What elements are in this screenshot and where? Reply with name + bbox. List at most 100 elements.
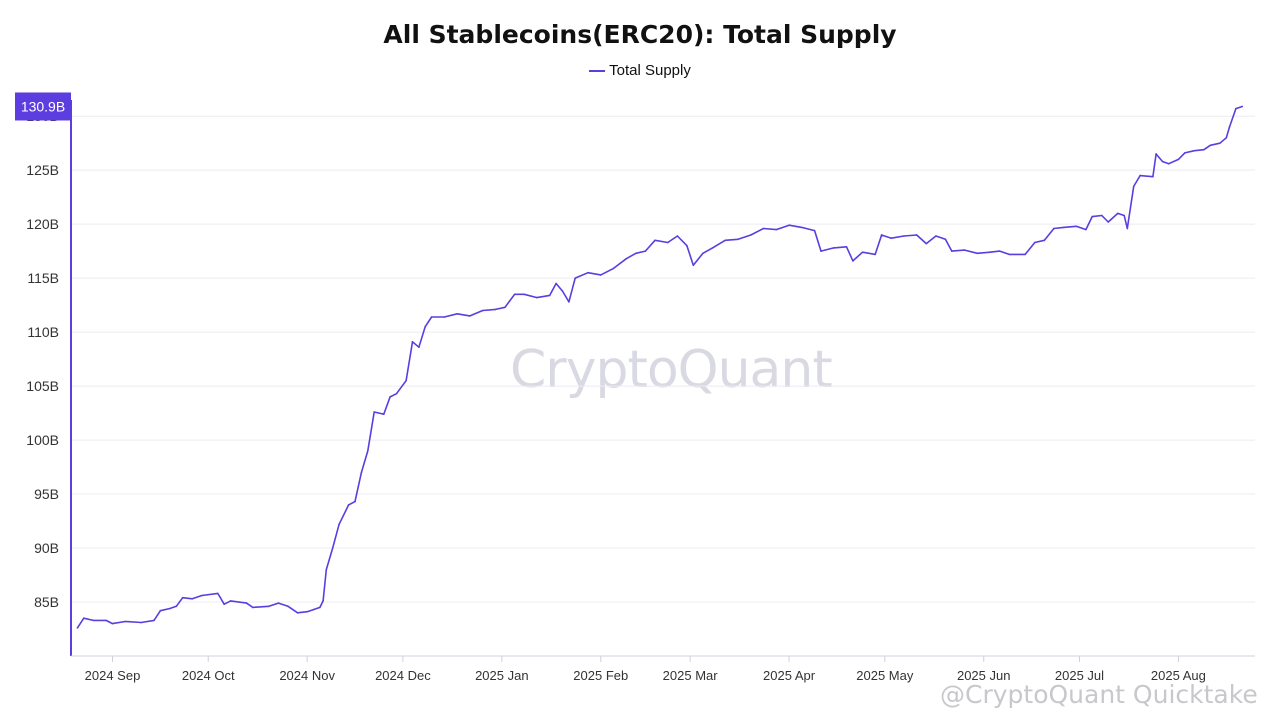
data-point: [76, 627, 79, 629]
data-point: [874, 253, 877, 256]
data-point: [762, 227, 765, 230]
data-point: [925, 242, 928, 245]
data-point: [568, 301, 570, 303]
data-point: [801, 226, 803, 229]
data-point: [561, 290, 564, 292]
x-tick-label: 2024 Nov: [279, 668, 335, 683]
data-point: [666, 241, 669, 244]
data-point: [724, 239, 727, 242]
data-point: [635, 252, 637, 255]
data-point: [1132, 185, 1135, 188]
data-point: [424, 325, 427, 328]
data-point: [880, 234, 883, 236]
data-point: [1241, 105, 1244, 108]
data-point: [411, 341, 414, 343]
x-tick-label: 2024 Sep: [85, 668, 141, 683]
data-point: [1225, 136, 1228, 139]
data-point: [382, 413, 385, 415]
data-point: [903, 235, 905, 237]
chart-title: All Stablecoins(ERC20): Total Supply: [383, 20, 897, 49]
data-point: [861, 251, 864, 254]
data-point: [405, 379, 407, 382]
data-point: [1168, 162, 1170, 165]
data-point: [430, 316, 433, 318]
data-point: [92, 619, 95, 622]
data-point: [599, 274, 602, 276]
data-point: [245, 602, 248, 604]
data-point: [1155, 153, 1157, 155]
quicktake-credit: @CryptoQuant Quicktake: [940, 680, 1258, 709]
legend-label: Total Supply: [609, 62, 691, 79]
data-point: [325, 568, 328, 571]
data-point: [354, 500, 356, 503]
data-point: [469, 315, 471, 317]
x-tick-label: 2025 Mar: [663, 668, 719, 683]
legend-item-total-supply[interactable]: Total Supply: [589, 62, 691, 79]
x-tick-label: 2025 Jul: [1055, 668, 1104, 683]
data-point: [1116, 212, 1119, 215]
data-point: [775, 228, 778, 231]
data-point: [813, 229, 816, 232]
data-point: [338, 523, 340, 526]
data-point: [944, 238, 947, 241]
last-value-badge: [15, 92, 71, 121]
data-point: [1008, 253, 1011, 256]
x-tick-label: 2025 Apr: [763, 668, 816, 683]
data-point: [845, 246, 848, 248]
data-point: [312, 608, 315, 611]
x-tick-label: 2025 May: [856, 668, 914, 683]
y-tick-label: 100B: [26, 432, 59, 448]
data-point: [1126, 227, 1129, 230]
data-point: [989, 251, 991, 254]
data-point: [963, 249, 966, 251]
data-point: [124, 620, 127, 623]
watermark-logo: CryptoQuant: [510, 340, 833, 400]
y-tick-label: 120B: [26, 216, 59, 232]
y-tick-label: 90B: [34, 540, 59, 556]
y-tick-label: 105B: [26, 378, 59, 394]
data-point: [306, 610, 308, 613]
data-point: [1161, 160, 1164, 163]
data-point: [443, 316, 446, 318]
data-point: [1193, 149, 1196, 152]
data-point: [852, 260, 854, 262]
data-point: [676, 235, 679, 237]
data-point: [1183, 152, 1186, 154]
y-tick-label: 85B: [34, 594, 59, 610]
data-point: [1024, 253, 1027, 256]
data-point: [1053, 227, 1055, 230]
data-point: [1177, 158, 1180, 161]
data-point: [229, 600, 232, 602]
chart-legend[interactable]: Total Supply: [0, 62, 1280, 79]
data-point: [252, 606, 254, 609]
data-point: [612, 267, 615, 270]
y-tick-label: 125B: [26, 162, 59, 178]
data-point: [201, 594, 203, 597]
series-line-total-supply: [76, 105, 1243, 629]
data-point: [702, 252, 704, 255]
data-point: [749, 234, 752, 236]
data-point: [951, 250, 953, 252]
x-tick-label: 2025 Feb: [573, 668, 628, 683]
x-tick-label: 2024 Oct: [182, 668, 235, 683]
data-point: [373, 411, 375, 413]
data-point: [287, 605, 289, 608]
data-point: [587, 271, 589, 274]
data-point: [191, 597, 194, 600]
data-point: [548, 294, 551, 297]
data-point: [1033, 241, 1036, 244]
data-point: [1107, 221, 1109, 223]
data-point: [1101, 214, 1103, 217]
x-tick-label: 2025 Aug: [1151, 668, 1206, 683]
data-point: [481, 309, 484, 312]
data-point: [820, 250, 822, 252]
data-point: [1152, 175, 1154, 178]
data-point: [513, 293, 516, 296]
data-point: [223, 603, 225, 605]
y-tick-label: 110B: [27, 324, 59, 340]
x-tick-label: 2025 Jan: [475, 668, 529, 683]
data-point: [140, 621, 143, 624]
data-point: [686, 244, 688, 247]
y-tick-label: 115B: [27, 270, 59, 286]
data-point: [1123, 214, 1125, 217]
